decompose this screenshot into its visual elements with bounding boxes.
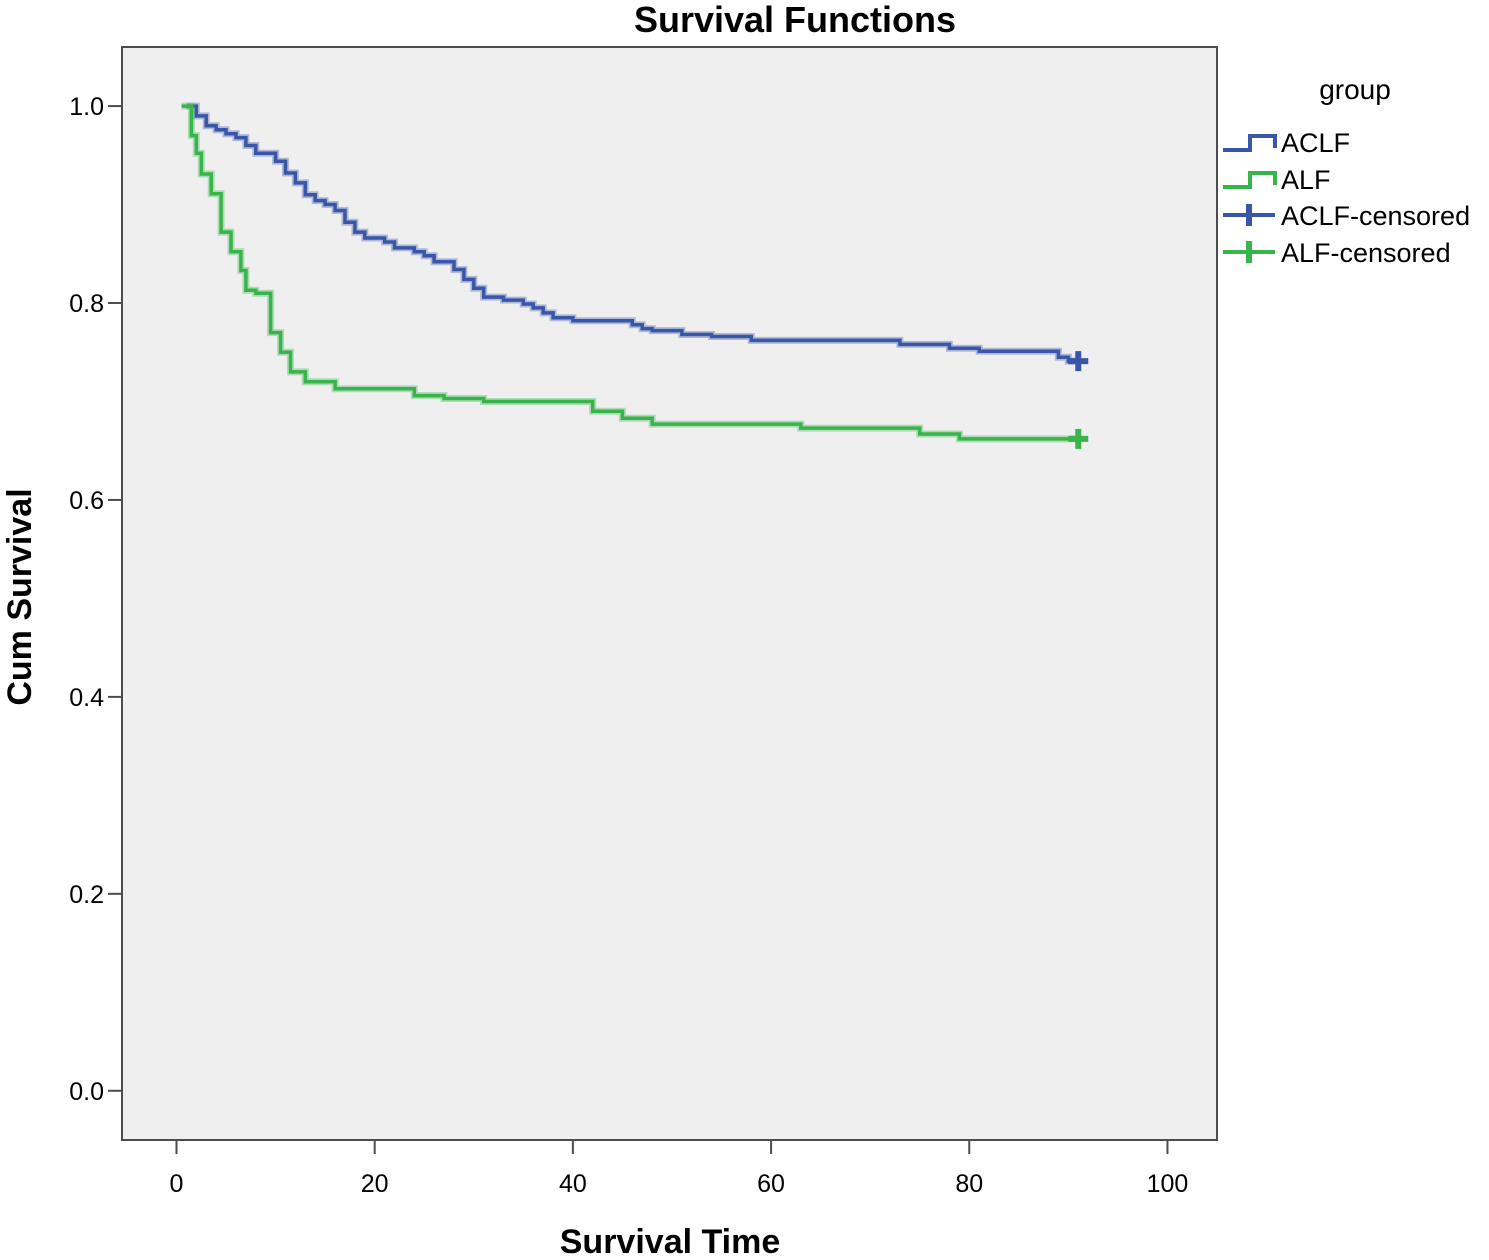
y-tick-label: 0.6 xyxy=(69,487,104,515)
legend-label: ALF-censored xyxy=(1281,238,1451,268)
legend-label: ALF xyxy=(1281,165,1331,195)
chart-title: Survival Functions xyxy=(634,0,956,40)
series-line-alf xyxy=(181,104,1079,441)
legend-label: ACLF xyxy=(1281,128,1350,158)
series-layer xyxy=(181,102,1089,449)
legend-item-aclf: ACLF xyxy=(1223,128,1350,158)
x-tick-label: 40 xyxy=(559,1170,587,1198)
x-tick-label: 0 xyxy=(170,1170,184,1198)
y-tick-label: 1.0 xyxy=(69,93,104,121)
x-tick-label: 80 xyxy=(955,1170,983,1198)
x-tick-label: 60 xyxy=(757,1170,785,1198)
x-axis-title: Survival Time xyxy=(560,1223,781,1260)
series-line-aclf xyxy=(186,104,1079,363)
y-axis-ticks: 0.0 0.2 0.4 0.6 0.8 1.0 xyxy=(69,93,122,1106)
legend: group ACLF ALF ACLF-censored ALF-censored xyxy=(1223,74,1470,268)
y-tick-label: 0.8 xyxy=(69,290,104,318)
censor-mark-aclf xyxy=(1068,351,1089,372)
legend-item-aclf-censored: ACLF-censored xyxy=(1223,201,1470,231)
x-axis-ticks: 0 20 40 60 80 100 xyxy=(170,1140,1189,1198)
x-tick-label: 100 xyxy=(1147,1170,1189,1198)
y-axis-title: Cum Survival xyxy=(1,488,39,705)
legend-item-alf-censored: ALF-censored xyxy=(1223,238,1451,268)
x-tick-label: 20 xyxy=(361,1170,389,1198)
y-tick-label: 0.0 xyxy=(69,1078,104,1106)
y-tick-label: 0.4 xyxy=(69,684,104,712)
plot-area xyxy=(121,46,1218,1141)
legend-title: group xyxy=(1319,74,1391,105)
y-tick-label: 0.2 xyxy=(69,881,104,909)
legend-swatch xyxy=(1223,134,1277,152)
censor-mark-alf xyxy=(1068,428,1089,449)
legend-item-alf: ALF xyxy=(1223,165,1331,195)
legend-label: ACLF-censored xyxy=(1281,201,1470,231)
legend-swatch xyxy=(1223,171,1277,189)
